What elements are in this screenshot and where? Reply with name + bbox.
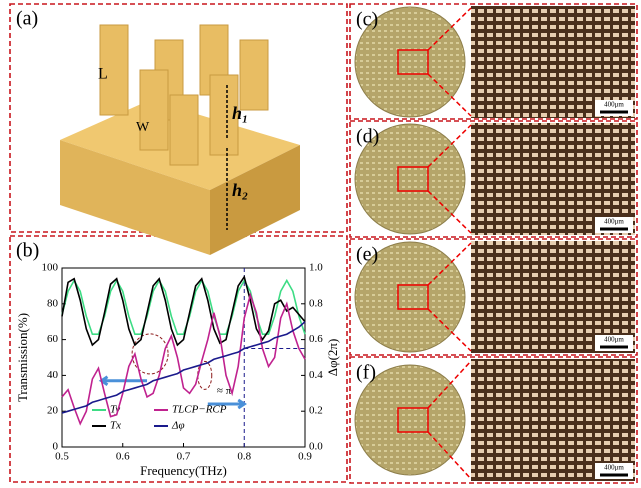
legend-label: Δφ (171, 420, 185, 432)
y2-axis-label: Δφ(2π) (325, 339, 340, 377)
panel-label: (a) (16, 8, 38, 30)
panel-label: (b) (16, 240, 39, 262)
x-axis-label: Frequency(THz) (140, 463, 227, 478)
y-tick-label: 80 (47, 297, 59, 309)
y2-tick-label: 0.8 (309, 297, 323, 309)
y-tick-label: 60 (47, 333, 59, 345)
x-tick-label: 0.8 (237, 451, 251, 463)
unit-cell (60, 25, 300, 255)
y-tick-label: 0 (53, 441, 59, 453)
legend-label: TLCP−RCP (172, 404, 227, 416)
diagram-label: h₁ (232, 103, 248, 123)
y-tick-label: 40 (47, 369, 59, 381)
panel-label: (f) (356, 362, 376, 384)
y-tick-label: 20 (47, 405, 59, 417)
x-tick-label: 0.7 (177, 451, 191, 463)
diagram-label: W (136, 120, 150, 135)
panel-label: (e) (356, 244, 378, 266)
scale-label: 400μm (604, 218, 624, 226)
panel-label: (d) (356, 126, 379, 148)
y-axis-label: Transmission(%) (15, 313, 30, 402)
legend-label: Tx (110, 420, 121, 432)
scale-label: 400μm (604, 464, 624, 472)
y-tick-label: 100 (42, 262, 59, 274)
diagram-label: h₂ (232, 180, 248, 200)
series-line (62, 281, 305, 335)
figure: (a) (b) L W h₁ h₂ 400μm (c) 400μm (d) 400μm (… (0, 0, 641, 488)
sample-images: 400μm (c) 400μm (d) 400μm (e) 400μm (f) (355, 6, 635, 481)
panel-label: (c) (356, 9, 378, 31)
y2-tick-label: 0.4 (309, 369, 323, 381)
scale-label: 400μm (604, 336, 624, 344)
y2-tick-label: 0.2 (309, 405, 323, 417)
x-tick-label: 0.6 (116, 451, 130, 463)
y2-tick-label: 0.6 (309, 333, 323, 345)
diagram-label: L (98, 66, 108, 83)
y2-tick-label: 0.0 (309, 441, 323, 453)
scale-label: 400μm (604, 101, 624, 109)
y2-tick-label: 1.0 (309, 262, 323, 274)
